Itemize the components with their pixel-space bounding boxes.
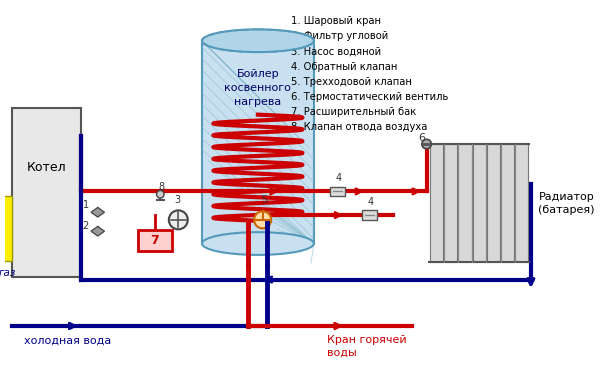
Bar [515, 144, 529, 263]
Bar [430, 144, 443, 263]
Text: 1. Шаровый кран: 1. Шаровый кран [291, 16, 381, 26]
Text: 8: 8 [158, 183, 164, 193]
Bar [202, 41, 314, 243]
Text: 4. Обратный клапан: 4. Обратный клапан [291, 62, 397, 72]
Polygon shape [91, 207, 104, 217]
Circle shape [422, 139, 431, 149]
Text: Котел: Котел [27, 161, 67, 174]
Text: 7. Расширительный бак: 7. Расширительный бак [291, 107, 416, 117]
Text: 5. Трехходовой клапан: 5. Трехходовой клапан [291, 77, 412, 87]
Text: 1: 1 [83, 200, 89, 210]
Bar [137, 230, 172, 251]
Text: холодная вода: холодная вода [24, 335, 111, 345]
Text: 2: 2 [83, 221, 89, 232]
Circle shape [157, 190, 164, 198]
Bar [330, 187, 345, 196]
Text: 3: 3 [175, 195, 181, 205]
Text: Кран горячей
воды: Кран горячей воды [327, 335, 407, 358]
Bar [444, 144, 457, 263]
Circle shape [254, 211, 271, 229]
Text: 6: 6 [418, 133, 425, 143]
Bar [13, 108, 80, 277]
Bar [501, 144, 514, 263]
Bar [487, 144, 500, 263]
Text: 6. Термостатический вентиль: 6. Термостатический вентиль [291, 92, 448, 102]
Text: Бойлер
косвенного
нагрева: Бойлер косвенного нагрева [224, 69, 292, 107]
Polygon shape [91, 226, 104, 236]
Text: 7: 7 [150, 234, 159, 247]
Text: 4: 4 [335, 173, 342, 183]
Text: газ: газ [0, 268, 16, 278]
Text: Радиатор
(батарея): Радиатор (батарея) [538, 192, 595, 215]
Ellipse shape [202, 232, 314, 255]
Ellipse shape [202, 29, 314, 52]
Bar [458, 144, 472, 263]
Text: 8. Клапан отвода воздуха: 8. Клапан отвода воздуха [291, 122, 427, 132]
Text: 4: 4 [368, 197, 374, 207]
Text: 5: 5 [261, 195, 267, 205]
Bar [362, 210, 377, 220]
Text: 2. Фильтр угловой: 2. Фильтр угловой [291, 31, 388, 41]
Text: 3. Насос водяной: 3. Насос водяной [291, 46, 381, 56]
Bar [473, 144, 486, 263]
Circle shape [169, 210, 188, 229]
Bar [3, 196, 13, 260]
